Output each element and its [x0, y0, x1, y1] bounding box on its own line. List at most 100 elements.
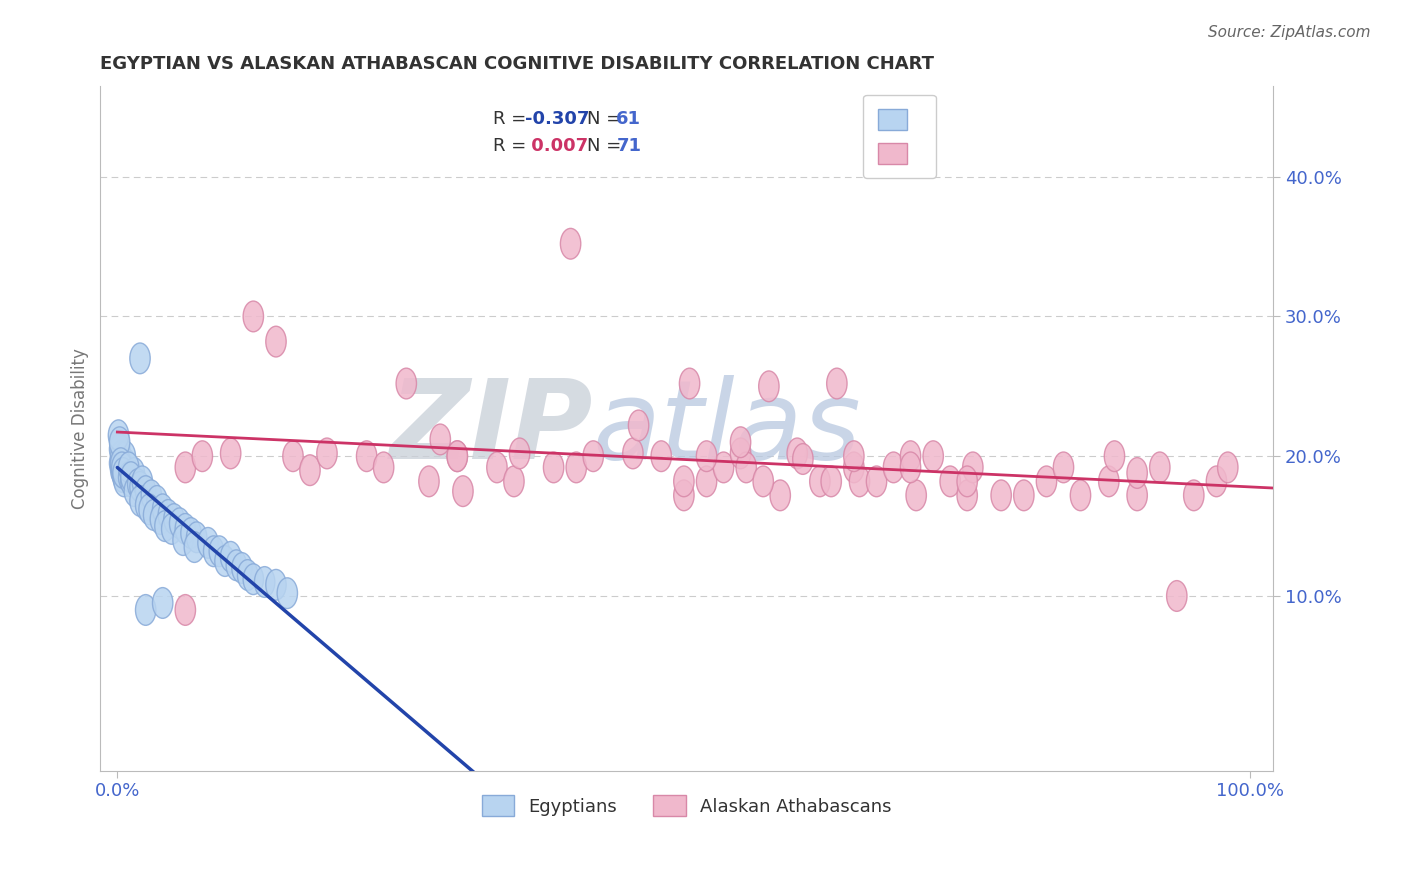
Ellipse shape: [396, 368, 416, 399]
Ellipse shape: [162, 514, 181, 544]
Ellipse shape: [1014, 480, 1033, 511]
Ellipse shape: [900, 452, 921, 483]
Text: 61: 61: [616, 110, 641, 128]
Text: 71: 71: [616, 137, 641, 155]
Ellipse shape: [1184, 480, 1204, 511]
Text: N =: N =: [588, 137, 627, 155]
Ellipse shape: [730, 427, 751, 458]
Ellipse shape: [713, 452, 734, 483]
Ellipse shape: [254, 566, 274, 598]
Ellipse shape: [221, 541, 240, 572]
Ellipse shape: [567, 452, 586, 483]
Ellipse shape: [509, 438, 530, 469]
Ellipse shape: [793, 443, 813, 475]
Ellipse shape: [827, 368, 846, 399]
Ellipse shape: [673, 480, 695, 511]
Ellipse shape: [165, 504, 184, 534]
Ellipse shape: [957, 480, 977, 511]
Text: atlas: atlas: [593, 375, 862, 482]
Ellipse shape: [132, 466, 152, 497]
Ellipse shape: [146, 485, 167, 516]
Ellipse shape: [124, 475, 145, 507]
Ellipse shape: [170, 508, 190, 539]
Ellipse shape: [1104, 441, 1125, 472]
Ellipse shape: [226, 549, 246, 581]
Text: ZIP: ZIP: [389, 375, 593, 482]
Ellipse shape: [243, 564, 263, 595]
Ellipse shape: [696, 466, 717, 497]
Ellipse shape: [198, 527, 218, 558]
Ellipse shape: [110, 427, 129, 458]
Ellipse shape: [1098, 466, 1119, 497]
Ellipse shape: [357, 441, 377, 472]
Ellipse shape: [628, 410, 648, 441]
Ellipse shape: [152, 588, 173, 618]
Ellipse shape: [1053, 452, 1074, 483]
Ellipse shape: [193, 441, 212, 472]
Ellipse shape: [821, 466, 841, 497]
Ellipse shape: [1128, 458, 1147, 488]
Ellipse shape: [673, 466, 695, 497]
Text: 0.007: 0.007: [524, 137, 588, 155]
Ellipse shape: [623, 438, 643, 469]
Ellipse shape: [374, 452, 394, 483]
Ellipse shape: [112, 452, 134, 483]
Ellipse shape: [883, 452, 904, 483]
Ellipse shape: [135, 475, 156, 507]
Ellipse shape: [215, 546, 235, 576]
Ellipse shape: [118, 462, 139, 492]
Ellipse shape: [583, 441, 603, 472]
Ellipse shape: [129, 472, 150, 502]
Ellipse shape: [143, 500, 165, 530]
Ellipse shape: [787, 438, 807, 469]
Ellipse shape: [730, 438, 751, 469]
Ellipse shape: [135, 490, 156, 521]
Text: -0.307: -0.307: [524, 110, 589, 128]
Ellipse shape: [900, 441, 921, 472]
Ellipse shape: [114, 458, 135, 488]
Ellipse shape: [810, 466, 830, 497]
Ellipse shape: [115, 448, 135, 479]
Ellipse shape: [152, 494, 173, 524]
Ellipse shape: [173, 524, 193, 556]
Ellipse shape: [866, 466, 887, 497]
Ellipse shape: [111, 455, 131, 485]
Ellipse shape: [759, 371, 779, 401]
Ellipse shape: [447, 441, 467, 472]
Ellipse shape: [128, 469, 148, 500]
Ellipse shape: [266, 569, 287, 600]
Text: N =: N =: [588, 110, 627, 128]
Ellipse shape: [735, 452, 756, 483]
Ellipse shape: [299, 455, 321, 485]
Ellipse shape: [115, 441, 135, 472]
Text: R =: R =: [494, 110, 533, 128]
Ellipse shape: [453, 475, 474, 507]
Ellipse shape: [232, 553, 252, 583]
Ellipse shape: [922, 441, 943, 472]
Ellipse shape: [112, 458, 134, 488]
Ellipse shape: [118, 452, 139, 483]
Ellipse shape: [204, 536, 224, 566]
Ellipse shape: [121, 462, 141, 492]
Ellipse shape: [770, 480, 790, 511]
Ellipse shape: [941, 466, 960, 497]
Ellipse shape: [108, 420, 129, 450]
Ellipse shape: [209, 536, 229, 566]
Ellipse shape: [150, 504, 170, 534]
Ellipse shape: [121, 466, 141, 497]
Y-axis label: Cognitive Disability: Cognitive Disability: [72, 348, 89, 508]
Ellipse shape: [316, 438, 337, 469]
Ellipse shape: [963, 452, 983, 483]
Ellipse shape: [651, 441, 672, 472]
Ellipse shape: [129, 485, 150, 516]
Ellipse shape: [187, 522, 207, 553]
Ellipse shape: [157, 500, 179, 530]
Ellipse shape: [243, 301, 263, 332]
Ellipse shape: [141, 480, 162, 511]
Ellipse shape: [844, 452, 865, 483]
Ellipse shape: [849, 466, 870, 497]
Ellipse shape: [181, 517, 201, 549]
Ellipse shape: [1036, 466, 1057, 497]
Ellipse shape: [1150, 452, 1170, 483]
Ellipse shape: [238, 559, 257, 591]
